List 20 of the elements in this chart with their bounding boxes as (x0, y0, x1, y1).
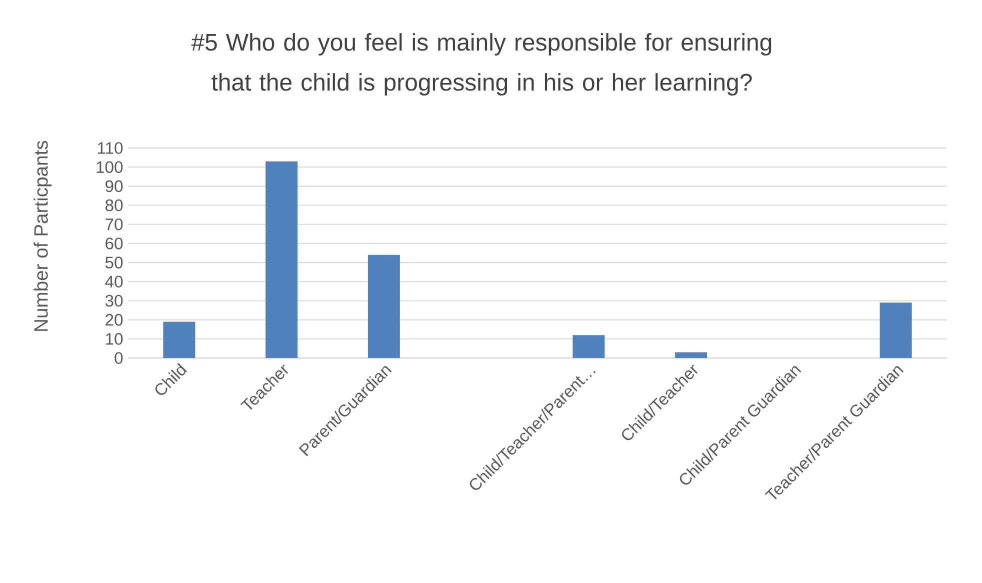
bar (163, 322, 196, 358)
y-tick-label: 20 (106, 314, 123, 326)
bar (266, 161, 298, 358)
y-tick-label: 0 (114, 352, 123, 364)
y-tick-label: 90 (106, 180, 123, 192)
y-tick-label: 60 (106, 238, 123, 250)
bar (572, 335, 605, 358)
chart-title: #5 Who do you feel is mainly responsible for ensuring that the child is progressing in his or her learning? (191, 33, 772, 96)
y-tick-label: 50 (105, 256, 123, 268)
y-tick-label: 40 (105, 276, 123, 288)
y-tick-label: 100 (96, 161, 123, 173)
y-axis-title: Number of Particpants (34, 140, 52, 331)
bar (675, 352, 708, 358)
bar (368, 254, 400, 358)
y-tick-label: 110 (98, 142, 123, 154)
bar (880, 302, 912, 358)
y-tick-label: 80 (105, 199, 123, 212)
y-tick-label: 70 (106, 218, 123, 230)
y-tick-label: 10 (106, 333, 123, 345)
y-tick-label: 30 (105, 294, 123, 307)
